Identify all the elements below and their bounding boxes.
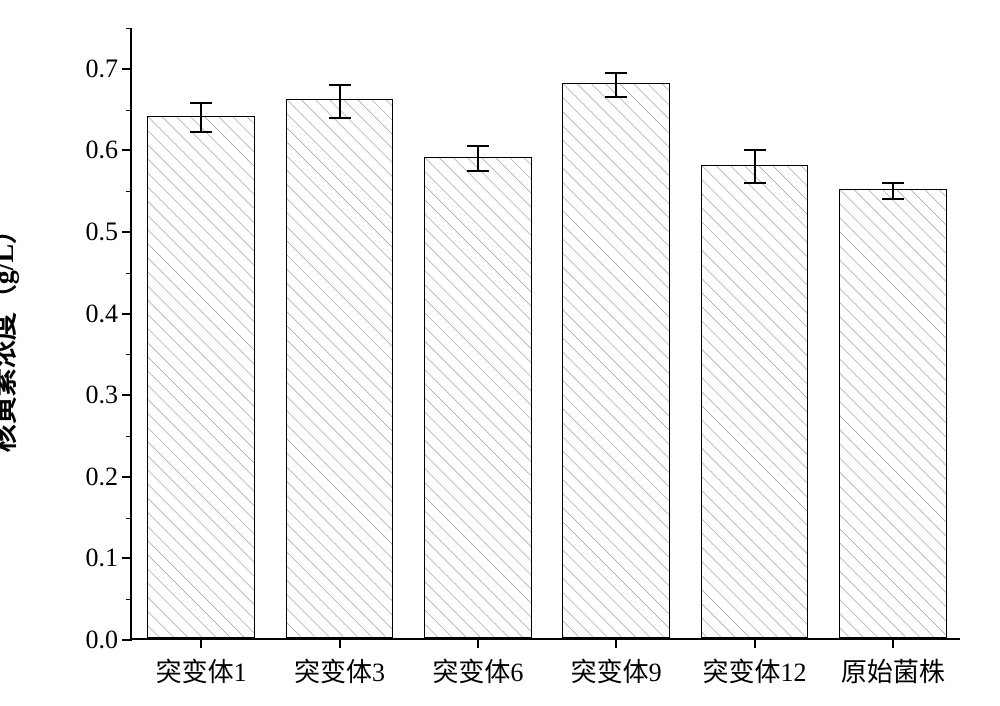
bar-hatch	[287, 100, 393, 637]
chart-container: 核黄素浓度（g/L） 0.00.10.20.30.40.50.60.7突变体1突…	[0, 0, 1000, 706]
bar-hatch	[840, 190, 946, 637]
y-axis-label: 核黄素浓度（g/L）	[0, 216, 22, 452]
x-tick-label: 原始菌株	[841, 652, 945, 689]
bar	[839, 189, 947, 638]
x-tick-label: 突变体6	[432, 652, 523, 689]
bar	[147, 116, 255, 638]
x-tick-label: 突变体9	[571, 652, 662, 689]
y-tick	[122, 476, 132, 478]
y-tick-minor	[126, 436, 132, 437]
error-cap	[329, 117, 351, 119]
error-cap	[605, 96, 627, 98]
y-tick-minor	[126, 518, 132, 519]
y-tick-label: 0.7	[86, 54, 119, 84]
y-tick	[122, 231, 132, 233]
y-tick-minor	[126, 273, 132, 274]
y-tick	[122, 313, 132, 315]
y-tick-label: 0.3	[86, 380, 119, 410]
y-tick-minor	[126, 191, 132, 192]
error-bar	[754, 150, 756, 183]
y-tick-label: 0.6	[86, 135, 119, 165]
y-tick	[122, 394, 132, 396]
error-bar	[892, 183, 894, 199]
error-cap	[190, 102, 212, 104]
bar	[562, 83, 670, 638]
bar	[286, 99, 394, 638]
y-tick-label: 0.4	[86, 299, 119, 329]
y-tick	[122, 639, 132, 641]
bar-hatch	[702, 166, 808, 637]
y-tick	[122, 149, 132, 151]
y-tick-label: 0.0	[86, 625, 119, 655]
y-tick-minor	[126, 28, 132, 29]
y-tick-label: 0.1	[86, 543, 119, 573]
x-tick	[615, 638, 617, 648]
plot-area: 0.00.10.20.30.40.50.60.7突变体1突变体3突变体6突变体9…	[130, 28, 960, 640]
bar	[701, 165, 809, 638]
error-bar	[339, 85, 341, 118]
bar-hatch	[563, 84, 669, 637]
error-bar	[477, 146, 479, 170]
bar	[424, 157, 532, 638]
x-tick-label: 突变体3	[294, 652, 385, 689]
error-cap	[605, 72, 627, 74]
error-cap	[190, 131, 212, 133]
y-tick-label: 0.2	[86, 462, 119, 492]
x-tick	[477, 638, 479, 648]
error-bar	[615, 73, 617, 97]
error-cap	[329, 84, 351, 86]
y-tick-minor	[126, 599, 132, 600]
error-cap	[467, 170, 489, 172]
error-cap	[882, 198, 904, 200]
bar-hatch	[148, 117, 254, 637]
error-cap	[744, 149, 766, 151]
y-tick-label: 0.5	[86, 217, 119, 247]
x-tick-label: 突变体12	[702, 652, 806, 689]
x-tick	[892, 638, 894, 648]
y-tick-minor	[126, 110, 132, 111]
x-tick-label: 突变体1	[156, 652, 247, 689]
y-tick	[122, 68, 132, 70]
x-tick	[200, 638, 202, 648]
bar-hatch	[425, 158, 531, 637]
error-cap	[882, 182, 904, 184]
x-tick	[339, 638, 341, 648]
error-bar	[200, 103, 202, 132]
y-tick-minor	[126, 354, 132, 355]
x-tick	[754, 638, 756, 648]
error-cap	[467, 145, 489, 147]
y-tick	[122, 557, 132, 559]
error-cap	[744, 182, 766, 184]
